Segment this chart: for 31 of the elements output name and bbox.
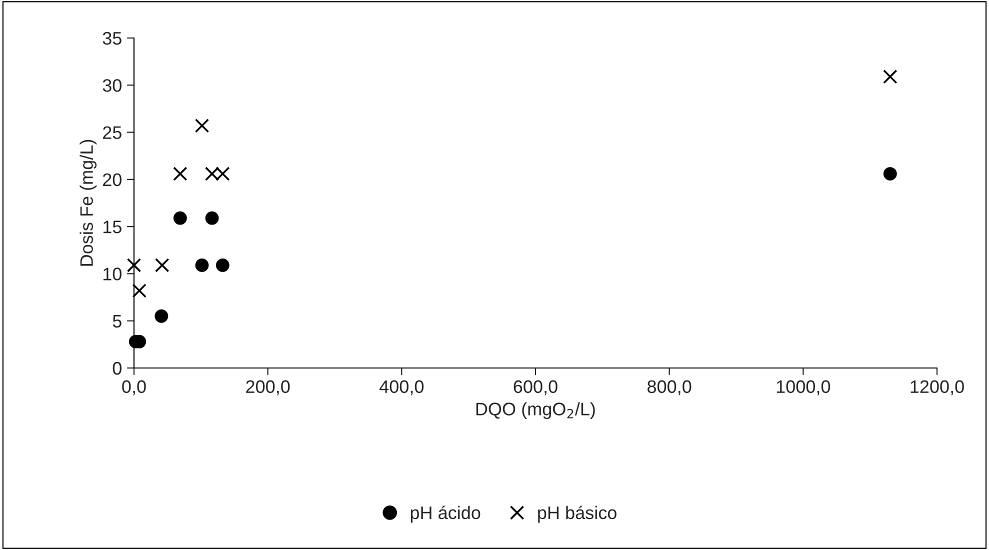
legend-label: pH ácido	[410, 506, 480, 523]
point	[132, 284, 146, 298]
y-tick-label: 15	[103, 220, 122, 234]
point	[216, 258, 230, 272]
point	[205, 211, 219, 225]
y-axis-title: Dosis Fe (mg/L)	[80, 140, 97, 266]
y-tick-label: 0	[112, 362, 122, 375]
y-tick-label: 35	[102, 32, 122, 45]
x-axis-title: DQO (mgO$_{2}$/L)	[476, 402, 595, 420]
x-tick-label: 400,0	[379, 380, 424, 396]
x-tick-label: 200,0	[246, 380, 290, 396]
point	[194, 118, 210, 133]
point	[883, 70, 898, 84]
point	[126, 258, 142, 272]
y-tick-label: 30	[102, 79, 122, 92]
point	[173, 211, 187, 225]
x-tick-label: 1200,0	[910, 380, 964, 396]
x-tick-label: 0,0	[122, 380, 146, 396]
point	[154, 258, 170, 272]
x-tick-label: 800,0	[648, 380, 692, 396]
x-tick-label: 1000,0	[776, 380, 830, 396]
y-tick-label: 5	[112, 314, 122, 328]
x-tick-label: 600,0	[514, 380, 558, 396]
y-tick-label: 20	[103, 173, 122, 186]
y-tick-label: 10	[103, 268, 122, 280]
point	[173, 166, 188, 181]
y-tick-label: 25	[103, 126, 122, 140]
legend-label: pH básico	[538, 506, 616, 523]
point	[883, 167, 897, 180]
point	[195, 258, 209, 272]
point	[154, 309, 168, 323]
